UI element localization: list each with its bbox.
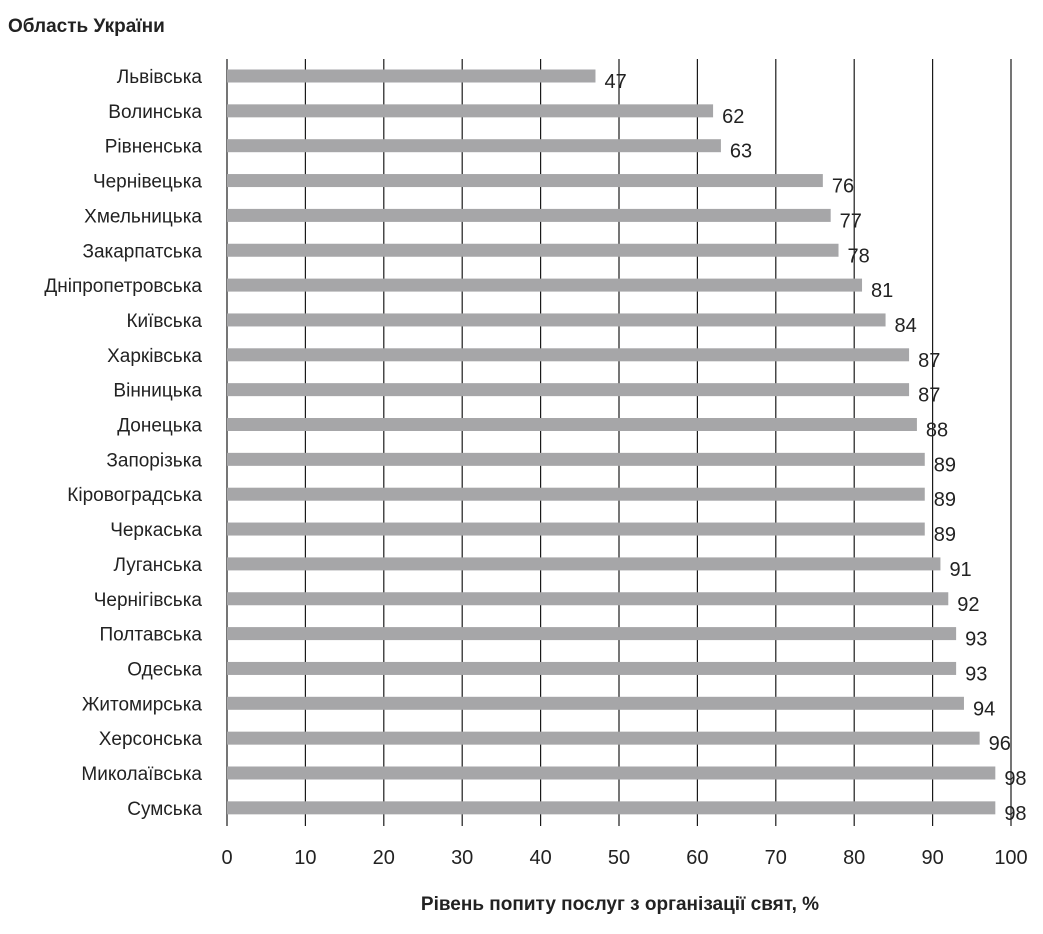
bar [227,174,823,188]
category-label: Чернігівська [94,590,203,611]
bar [227,766,996,780]
category-label: Закарпатська [82,241,202,262]
x-tick-label: 30 [451,847,473,869]
category-label: Житомирська [82,694,203,715]
x-tick-label: 90 [921,847,943,869]
category-label: Кіровоградська [67,485,202,506]
category-label: Волинська [108,102,202,123]
data-label: 89 [934,489,956,511]
bar [227,348,910,362]
x-tick-labels: 0 10 20 30 40 50 60 70 80 90 100 [221,847,1027,869]
data-label: 91 [949,559,971,581]
data-labels: 4762637677788184878788898989919293939496… [604,71,1026,825]
category-label: Миколаївська [81,764,202,785]
category-label: Львівська [117,67,203,88]
category-labels: Львівська Волинська Рівненська Чернівецька Х… [44,67,202,820]
data-label: 98 [1004,803,1026,825]
data-label: 92 [957,594,979,616]
bar [227,278,863,292]
bar [227,69,596,83]
data-label: 47 [604,71,626,93]
data-label: 89 [934,524,956,546]
x-tick-label: 0 [221,847,232,869]
data-label: 88 [926,420,948,442]
bar [227,243,839,257]
data-label: 89 [934,454,956,476]
category-label: Донецька [117,416,202,437]
data-label: 63 [730,141,752,163]
bar [227,452,925,466]
bar [227,731,980,745]
bar [227,487,925,501]
bar [227,627,957,641]
y-axis-title: Область України [8,16,165,37]
x-tick-label: 10 [294,847,316,869]
category-label: Дніпропетровська [44,276,202,297]
data-label: 87 [918,385,940,407]
category-label: Харківська [107,346,202,367]
bar [227,418,917,431]
category-label: Сумська [127,799,202,820]
data-label: 62 [722,106,744,128]
data-label: 93 [965,663,987,685]
data-label: 76 [832,176,854,198]
data-label: 87 [918,350,940,372]
bar [227,522,925,536]
x-tick-label: 20 [373,847,395,869]
category-label: Чернівецька [93,172,202,193]
data-label: 93 [965,629,987,651]
x-tick-label: 100 [994,847,1027,869]
category-label: Одеська [127,659,202,680]
category-label: Запорізька [106,450,202,471]
data-label: 77 [840,210,862,232]
category-label: Черкаська [110,520,202,541]
x-axis-title: Рівень попиту послуг з організації свят,… [421,894,819,915]
bars [227,69,996,815]
category-label: Луганська [114,555,203,576]
data-label: 84 [895,315,917,337]
x-tick-label: 80 [843,847,865,869]
data-label: 81 [871,280,893,302]
category-label: Херсонська [99,729,203,750]
bar [227,592,949,606]
data-label: 96 [989,733,1011,755]
bar [227,208,831,222]
category-label: Рівненська [105,137,203,158]
bar [227,383,910,397]
x-tick-label: 40 [529,847,551,869]
category-label: Вінницька [113,381,202,402]
category-label: Полтавська [99,625,202,646]
bar [227,313,886,327]
bar [227,104,714,118]
bar [227,696,964,710]
data-label: 78 [848,245,870,267]
x-tick-label: 60 [686,847,708,869]
bar [227,557,941,571]
category-label: Київська [126,311,202,332]
category-label: Хмельницька [84,206,202,227]
x-tick-label: 70 [765,847,787,869]
bar [227,661,957,675]
bar [227,801,996,815]
data-label: 94 [973,698,995,720]
x-tick-label: 50 [608,847,630,869]
bar [227,139,721,153]
data-label: 98 [1004,768,1026,790]
